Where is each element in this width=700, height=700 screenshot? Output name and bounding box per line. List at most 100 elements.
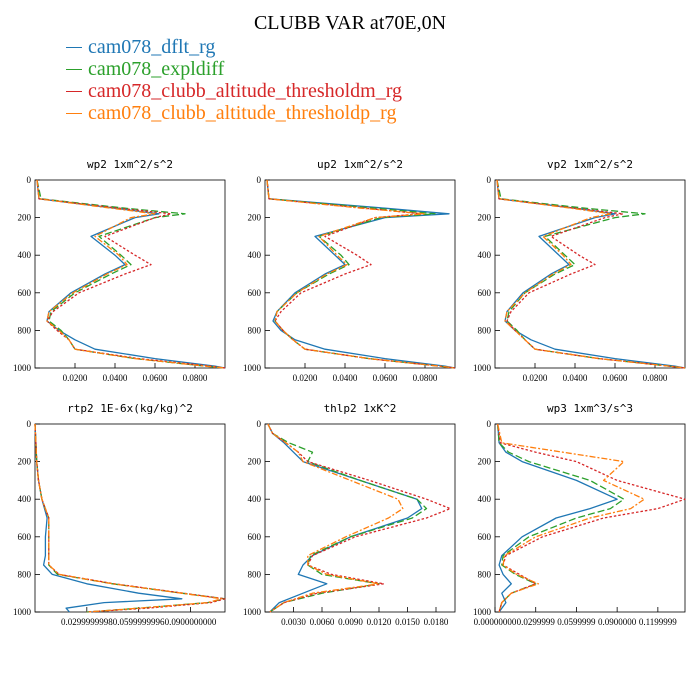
y-tick-label: 600 [248, 288, 262, 298]
y-tick-label: 600 [18, 532, 32, 542]
panel-title: up2 1xm^2/s^2 [317, 158, 403, 171]
series-line-3 [34, 423, 226, 613]
x-tick-label: 0.0030 [281, 617, 306, 627]
panel-1: wp2 1xm^2/s^2 0 200 400 600 800 1000 0.0200 0.04… [13, 158, 226, 383]
legend-swatch [66, 90, 82, 92]
series-line-1 [497, 423, 618, 613]
figure-title: CLUBB VAR at70E,0N [253, 12, 447, 34]
y-tick-label: 400 [478, 250, 492, 260]
y-tick-label: 400 [18, 250, 32, 260]
y-tick-label: 200 [478, 213, 492, 223]
legend-swatch [66, 68, 82, 70]
y-tick-label: 1000 [243, 363, 262, 373]
y-tick-label: 200 [248, 213, 262, 223]
y-tick-label: 600 [478, 288, 492, 298]
series-line-3 [496, 179, 686, 369]
y-tick-label: 0 [257, 419, 262, 429]
x-tick-label: 0.0600 [603, 373, 628, 383]
y-tick-label: 800 [478, 325, 492, 335]
y-tick-label: 800 [248, 325, 262, 335]
y-tick-label: 0 [27, 175, 32, 185]
y-tick-label: 1000 [13, 363, 32, 373]
legend-entry: cam078_clubb_altitude_thresholdp_rg [66, 102, 402, 124]
panel-2: up2 1xm^2/s^2 0 200 400 600 800 1000 0.0200 0.04… [243, 158, 456, 383]
x-tick-label: 0.0060 [310, 617, 335, 627]
plot-frame [494, 423, 686, 613]
y-tick-label: 200 [478, 457, 492, 467]
legend-label: cam078_clubb_altitude_thresholdm_rg [88, 79, 403, 102]
panel-4: rtp2 1E-6x(kg/kg)^2 0 200 400 600 800 1000 0.02… [13, 402, 226, 627]
panel-title: thlp2 1xK^2 [324, 402, 397, 415]
x-tick-label: 0.0400 [333, 373, 358, 383]
y-tick-label: 400 [248, 494, 262, 504]
x-tick-label: 0.1199999 [639, 617, 677, 627]
y-tick-label: 400 [248, 250, 262, 260]
series-line-1 [34, 423, 183, 613]
legend-label: cam078_clubb_altitude_thresholdp_rg [88, 101, 397, 124]
plot-frame [34, 423, 226, 613]
x-tick-label: 0.0200 [63, 373, 88, 383]
x-tick-label: 0.0800 [413, 373, 438, 383]
y-tick-label: 1000 [473, 607, 492, 617]
x-tick-label: 0.0600 [143, 373, 168, 383]
x-tick-label: 0.0200 [523, 373, 548, 383]
x-tick-label: 0.0800 [643, 373, 668, 383]
y-tick-label: 0 [257, 175, 262, 185]
series-line-4 [36, 179, 226, 369]
x-tick-label: 0.0150 [395, 617, 420, 627]
y-tick-label: 1000 [473, 363, 492, 373]
panel-title: wp3 1xm^3/s^3 [547, 402, 633, 415]
legend-entry: cam078_clubb_altitude_thresholdm_rg [66, 80, 402, 102]
x-tick-label: 0.0120 [367, 617, 392, 627]
series-line-1 [267, 423, 423, 613]
legend-swatch [66, 46, 82, 48]
x-tick-label: 0.0400 [103, 373, 128, 383]
x-tick-label: 0.0599999996 [113, 617, 165, 627]
x-tick-label: 0.0900000000 [165, 617, 217, 627]
x-tick-label: 0.0180 [424, 617, 449, 627]
y-tick-label: 0 [487, 419, 492, 429]
legend: cam078_dflt_rg cam078_expldiff cam078_cl… [66, 36, 402, 124]
plot-frame [264, 423, 456, 613]
legend-label: cam078_expldiff [88, 57, 225, 80]
series-line-4 [34, 423, 223, 613]
series-line-2 [36, 179, 226, 369]
panel-5: thlp2 1xK^2 0 200 400 600 800 1000 0.0030 0.0060… [243, 402, 456, 627]
x-tick-label: 0.0599999 [557, 617, 596, 627]
series-line-3 [267, 423, 451, 613]
plot-frame [34, 179, 226, 369]
y-tick-label: 0 [487, 175, 492, 185]
x-tick-label: 0.00000000 [474, 617, 517, 627]
panel-3: vp2 1xm^2/s^2 0 200 400 600 800 1000 0.0200 0.04… [473, 158, 686, 383]
y-tick-label: 400 [18, 494, 32, 504]
y-tick-label: 800 [478, 569, 492, 579]
x-tick-label: 0.0299999998 [61, 617, 113, 627]
series-line-2 [267, 423, 428, 613]
y-tick-label: 0 [27, 419, 32, 429]
panel-title: vp2 1xm^2/s^2 [547, 158, 633, 171]
plot-frame [264, 179, 456, 369]
y-tick-label: 800 [248, 569, 262, 579]
legend-swatch [66, 112, 82, 114]
y-tick-label: 600 [478, 532, 492, 542]
x-tick-label: 0.0800 [183, 373, 208, 383]
y-tick-label: 200 [18, 457, 32, 467]
x-tick-label: 0.0200 [293, 373, 318, 383]
y-tick-label: 1000 [13, 607, 32, 617]
x-tick-label: 0.0090 [338, 617, 363, 627]
panel-title: rtp2 1E-6x(kg/kg)^2 [67, 402, 193, 415]
series-line-4 [496, 179, 686, 369]
series-line-4 [266, 179, 456, 369]
legend-entry: cam078_expldiff [66, 58, 402, 80]
series-line-4 [497, 423, 645, 613]
series-line-2 [497, 423, 625, 613]
x-tick-label: 0.0900000 [598, 617, 637, 627]
series-line-4 [267, 423, 404, 613]
x-tick-label: 0.0400 [563, 373, 588, 383]
y-tick-label: 800 [18, 325, 32, 335]
series-line-1 [36, 179, 226, 369]
x-tick-label: 0.0600 [373, 373, 398, 383]
y-tick-label: 600 [248, 532, 262, 542]
y-tick-label: 600 [18, 288, 32, 298]
